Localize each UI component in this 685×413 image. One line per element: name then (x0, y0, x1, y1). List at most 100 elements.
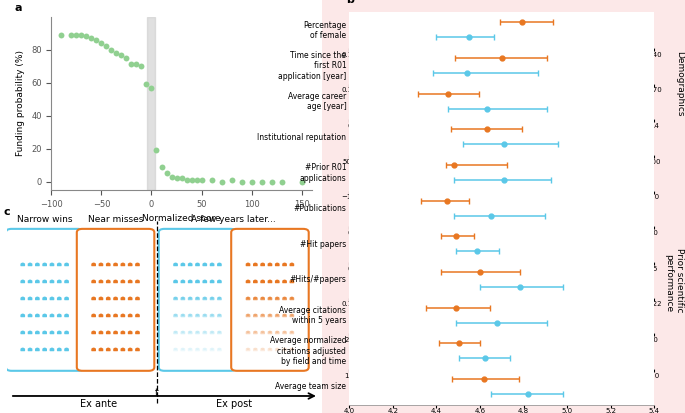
FancyBboxPatch shape (246, 297, 251, 300)
Circle shape (92, 280, 95, 282)
FancyBboxPatch shape (253, 297, 258, 300)
Circle shape (28, 263, 32, 265)
FancyBboxPatch shape (35, 263, 40, 266)
Circle shape (203, 313, 207, 316)
FancyBboxPatch shape (106, 314, 110, 317)
FancyBboxPatch shape (121, 297, 125, 300)
FancyBboxPatch shape (91, 280, 96, 283)
Circle shape (196, 280, 199, 282)
FancyBboxPatch shape (35, 349, 40, 351)
FancyBboxPatch shape (195, 263, 200, 266)
Circle shape (269, 297, 272, 299)
Circle shape (275, 313, 279, 316)
Text: t: t (155, 388, 158, 398)
FancyBboxPatch shape (210, 331, 214, 334)
Point (276, 178, 287, 185)
Point (81, 33, 92, 40)
Circle shape (188, 263, 192, 265)
FancyBboxPatch shape (290, 280, 295, 283)
Circle shape (203, 263, 207, 265)
FancyBboxPatch shape (128, 263, 132, 266)
Circle shape (253, 280, 257, 282)
FancyBboxPatch shape (253, 263, 258, 266)
Bar (147, 17, 155, 190)
FancyBboxPatch shape (181, 280, 185, 283)
Circle shape (114, 280, 117, 282)
Circle shape (283, 280, 286, 282)
FancyBboxPatch shape (49, 314, 54, 317)
Circle shape (65, 348, 68, 350)
FancyBboxPatch shape (203, 280, 207, 283)
FancyBboxPatch shape (113, 263, 118, 266)
FancyBboxPatch shape (35, 280, 40, 283)
Point (191, 177, 202, 183)
FancyBboxPatch shape (181, 331, 185, 334)
FancyBboxPatch shape (290, 331, 295, 334)
Circle shape (174, 330, 177, 333)
Circle shape (203, 280, 207, 282)
Circle shape (99, 313, 103, 316)
FancyBboxPatch shape (275, 314, 279, 317)
FancyBboxPatch shape (246, 314, 251, 317)
Circle shape (181, 297, 185, 299)
FancyBboxPatch shape (275, 297, 279, 300)
Text: Average normalized
citations adjusted
by field and time: Average normalized citations adjusted by… (270, 336, 347, 366)
Circle shape (28, 280, 32, 282)
Circle shape (218, 297, 221, 299)
Circle shape (43, 348, 47, 350)
Circle shape (21, 348, 25, 350)
Text: #Publications: #Publications (293, 204, 347, 213)
Circle shape (58, 313, 61, 316)
FancyBboxPatch shape (210, 314, 214, 317)
FancyBboxPatch shape (173, 297, 178, 300)
Point (126, 61, 137, 68)
Point (71, 31, 82, 38)
FancyBboxPatch shape (42, 280, 47, 283)
Point (151, 147, 162, 154)
FancyBboxPatch shape (135, 297, 140, 300)
FancyBboxPatch shape (217, 297, 222, 300)
FancyBboxPatch shape (268, 297, 273, 300)
FancyBboxPatch shape (64, 263, 69, 266)
FancyBboxPatch shape (275, 349, 279, 351)
Point (166, 173, 177, 180)
FancyBboxPatch shape (35, 331, 40, 334)
Circle shape (36, 297, 39, 299)
FancyBboxPatch shape (91, 331, 96, 334)
Circle shape (128, 330, 132, 333)
Point (111, 50, 122, 56)
FancyBboxPatch shape (106, 331, 110, 334)
FancyBboxPatch shape (260, 263, 265, 266)
FancyBboxPatch shape (49, 297, 54, 300)
FancyBboxPatch shape (173, 314, 178, 317)
FancyBboxPatch shape (210, 263, 214, 266)
Circle shape (247, 280, 250, 282)
Circle shape (203, 330, 207, 333)
FancyBboxPatch shape (113, 331, 118, 334)
FancyBboxPatch shape (27, 331, 32, 334)
FancyBboxPatch shape (27, 349, 32, 351)
Circle shape (269, 280, 272, 282)
FancyBboxPatch shape (260, 280, 265, 283)
FancyBboxPatch shape (21, 314, 25, 317)
FancyBboxPatch shape (195, 349, 200, 351)
X-axis label: Normalized score: Normalized score (142, 214, 221, 223)
Circle shape (128, 348, 132, 350)
FancyBboxPatch shape (91, 297, 96, 300)
Circle shape (43, 263, 47, 265)
FancyBboxPatch shape (77, 229, 154, 371)
Circle shape (99, 280, 103, 282)
FancyBboxPatch shape (181, 349, 185, 351)
FancyBboxPatch shape (128, 314, 132, 317)
FancyBboxPatch shape (246, 263, 251, 266)
Text: A few years later...: A few years later... (191, 214, 276, 223)
Circle shape (99, 348, 103, 350)
Point (106, 46, 117, 53)
FancyBboxPatch shape (21, 331, 25, 334)
Circle shape (92, 263, 95, 265)
Text: Percentage
of female: Percentage of female (303, 21, 347, 40)
FancyBboxPatch shape (135, 331, 140, 334)
Circle shape (50, 348, 53, 350)
FancyBboxPatch shape (260, 349, 265, 351)
Circle shape (247, 263, 250, 265)
